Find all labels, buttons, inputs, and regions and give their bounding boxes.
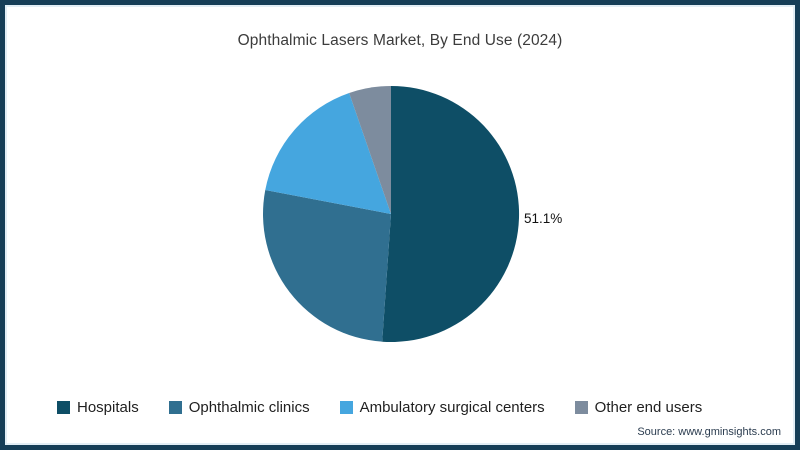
legend-label-ambulatory-surgical-centers: Ambulatory surgical centers: [359, 399, 545, 416]
pie-slice-hospitals: [382, 85, 520, 342]
legend-swatch-ambulatory-surgical-centers: [339, 401, 353, 414]
legend-item-ophthalmic-clinics: Ophthalmic clinics: [168, 399, 310, 416]
legend-swatch-ophthalmic-clinics: [168, 401, 182, 414]
pie-slice-other-end-users: [349, 86, 391, 214]
legend: Hospitals Ophthalmic clinics Ambulatory …: [57, 399, 767, 416]
legend-label-ophthalmic-clinics: Ophthalmic clinics: [188, 399, 310, 416]
legend-label-other-end-users: Other end users: [594, 399, 703, 416]
legend-item-hospitals: Hospitals: [57, 399, 139, 416]
pie-slice-ambulatory-surgical-centers: [265, 93, 391, 214]
legend-label-hospitals: Hospitals: [77, 399, 139, 416]
legend-item-other-end-users: Other end users: [574, 399, 703, 416]
chart-title: Ophthalmic Lasers Market, By End Use (20…: [237, 32, 563, 49]
pie-slice-datalabel: 51.1%: [524, 211, 563, 226]
pie-slice-ophthalmic-clinics: [263, 190, 391, 342]
legend-item-ambulatory-surgical-centers: Ambulatory surgical centers: [339, 399, 545, 416]
source-attribution: Source: www.gminsights.com: [637, 426, 781, 438]
legend-swatch-hospitals: [57, 401, 70, 414]
pie-chart: [263, 85, 520, 342]
legend-swatch-other-end-users: [574, 401, 588, 414]
